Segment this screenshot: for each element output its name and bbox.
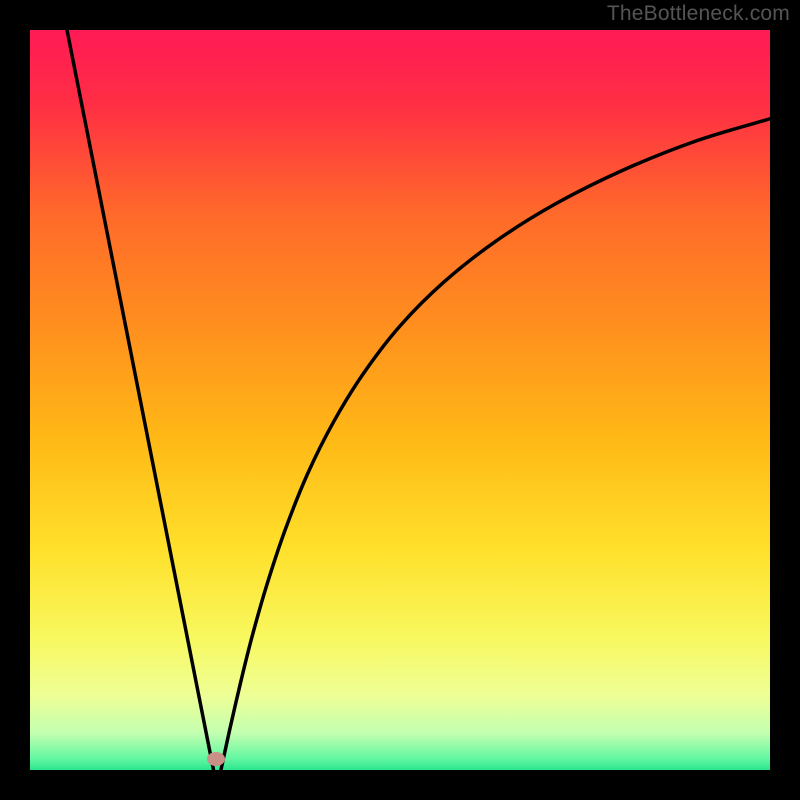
curve-left-branch <box>67 30 214 770</box>
curve-right-branch <box>221 119 770 770</box>
watermark-text: TheBottleneck.com <box>607 2 790 26</box>
bottleneck-chart <box>30 30 770 770</box>
bottleneck-curve <box>30 30 770 770</box>
optimal-point-marker <box>207 752 225 766</box>
